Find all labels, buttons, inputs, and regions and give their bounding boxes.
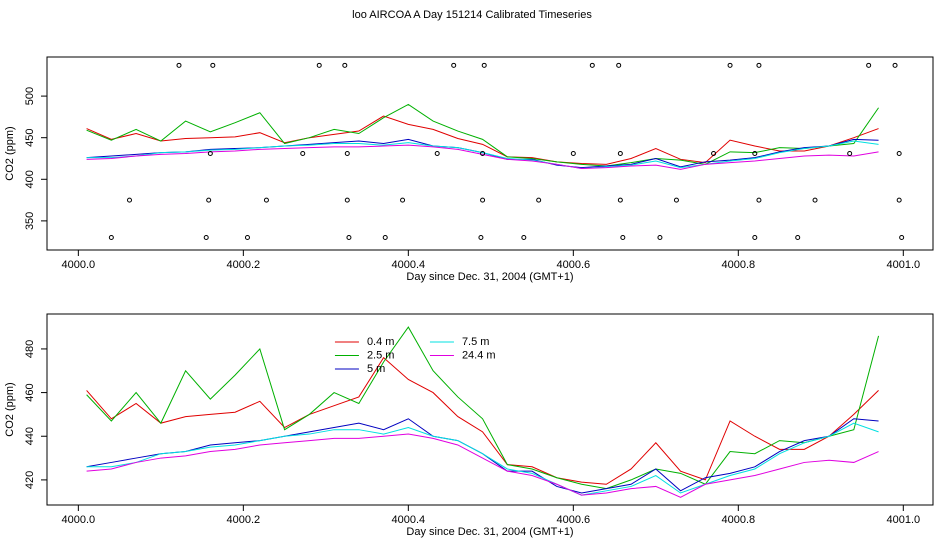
y-axis-label: CO2 (ppm) (4, 126, 16, 180)
x-tick-label: 4000.8 (721, 514, 755, 526)
x-tick-label: 4000.2 (227, 259, 261, 271)
y-tick-label: 450 (24, 129, 36, 147)
point (207, 151, 213, 156)
point (756, 197, 762, 203)
point (727, 62, 733, 68)
point (344, 151, 350, 156)
point (342, 62, 348, 68)
point (206, 197, 212, 203)
series-line (86, 140, 879, 169)
x-tick-label: 4000.4 (392, 259, 426, 271)
x-tick-label: 4000.6 (556, 514, 590, 526)
point (478, 235, 484, 241)
point (316, 62, 322, 68)
series-line (86, 356, 879, 485)
x-axis-label: Day since Dec. 31, 2004 (GMT+1) (406, 526, 573, 538)
series-line (86, 103, 879, 167)
point (176, 62, 182, 68)
point (896, 197, 902, 203)
series-line (86, 418, 879, 494)
point (589, 62, 595, 68)
series-line (86, 144, 879, 170)
point (244, 235, 250, 241)
point (382, 235, 388, 241)
point (657, 235, 663, 241)
x-tick-label: 4001.0 (886, 259, 920, 271)
plot-box (46, 313, 934, 506)
point (711, 151, 717, 156)
point (344, 197, 350, 203)
point (673, 197, 679, 203)
x-tick-label: 4000.2 (227, 514, 261, 526)
point (847, 151, 853, 156)
y-axis-label: CO2 (ppm) (4, 382, 16, 436)
x-axis-label: Day since Dec. 31, 2004 (GMT+1) (406, 271, 573, 283)
point (795, 235, 801, 241)
point (896, 151, 902, 156)
chart-title: loo AIRCOA A Day 151214 Calibrated Times… (352, 9, 592, 21)
point (451, 62, 457, 68)
legend-label: 0.4 m (367, 336, 395, 348)
legend-label: 24.4 m (462, 349, 496, 361)
point (400, 197, 406, 203)
series-line (86, 138, 879, 169)
point (263, 197, 269, 203)
legend-label: 5 m (367, 363, 385, 375)
point (892, 62, 898, 68)
point (210, 62, 216, 68)
point (481, 62, 487, 68)
point (899, 235, 905, 241)
point (752, 235, 758, 241)
y-tick-label: 460 (24, 383, 36, 401)
point (300, 151, 306, 156)
point (570, 151, 576, 156)
x-tick-label: 4000.0 (62, 514, 96, 526)
point (480, 197, 486, 203)
point (620, 235, 626, 241)
point (346, 235, 352, 241)
point (752, 151, 758, 156)
series-line (86, 422, 879, 496)
point (203, 235, 209, 241)
x-tick-label: 4000.8 (721, 259, 755, 271)
x-tick-label: 4001.0 (886, 514, 920, 526)
y-tick-label: 400 (24, 170, 36, 188)
plot-box (46, 56, 934, 251)
point (536, 197, 542, 203)
series-line (86, 326, 880, 490)
x-tick-label: 4000.6 (556, 259, 590, 271)
legend-label: 7.5 m (462, 336, 490, 348)
legend-label: 2.5 m (367, 349, 395, 361)
y-tick-label: 350 (24, 212, 36, 230)
point (616, 62, 622, 68)
point (521, 235, 527, 241)
point (108, 235, 114, 241)
y-tick-label: 420 (24, 471, 36, 489)
x-tick-label: 4000.0 (62, 259, 96, 271)
point (617, 151, 623, 156)
point (126, 197, 132, 203)
y-tick-label: 440 (24, 427, 36, 445)
point (812, 197, 818, 203)
series-line (86, 115, 879, 165)
x-tick-label: 4000.4 (392, 514, 426, 526)
point (480, 151, 486, 156)
y-tick-label: 480 (24, 340, 36, 358)
point (434, 151, 440, 156)
point (756, 62, 762, 68)
y-tick-label: 500 (24, 87, 36, 105)
point (617, 197, 623, 203)
point (866, 62, 872, 68)
series-line (86, 433, 879, 498)
